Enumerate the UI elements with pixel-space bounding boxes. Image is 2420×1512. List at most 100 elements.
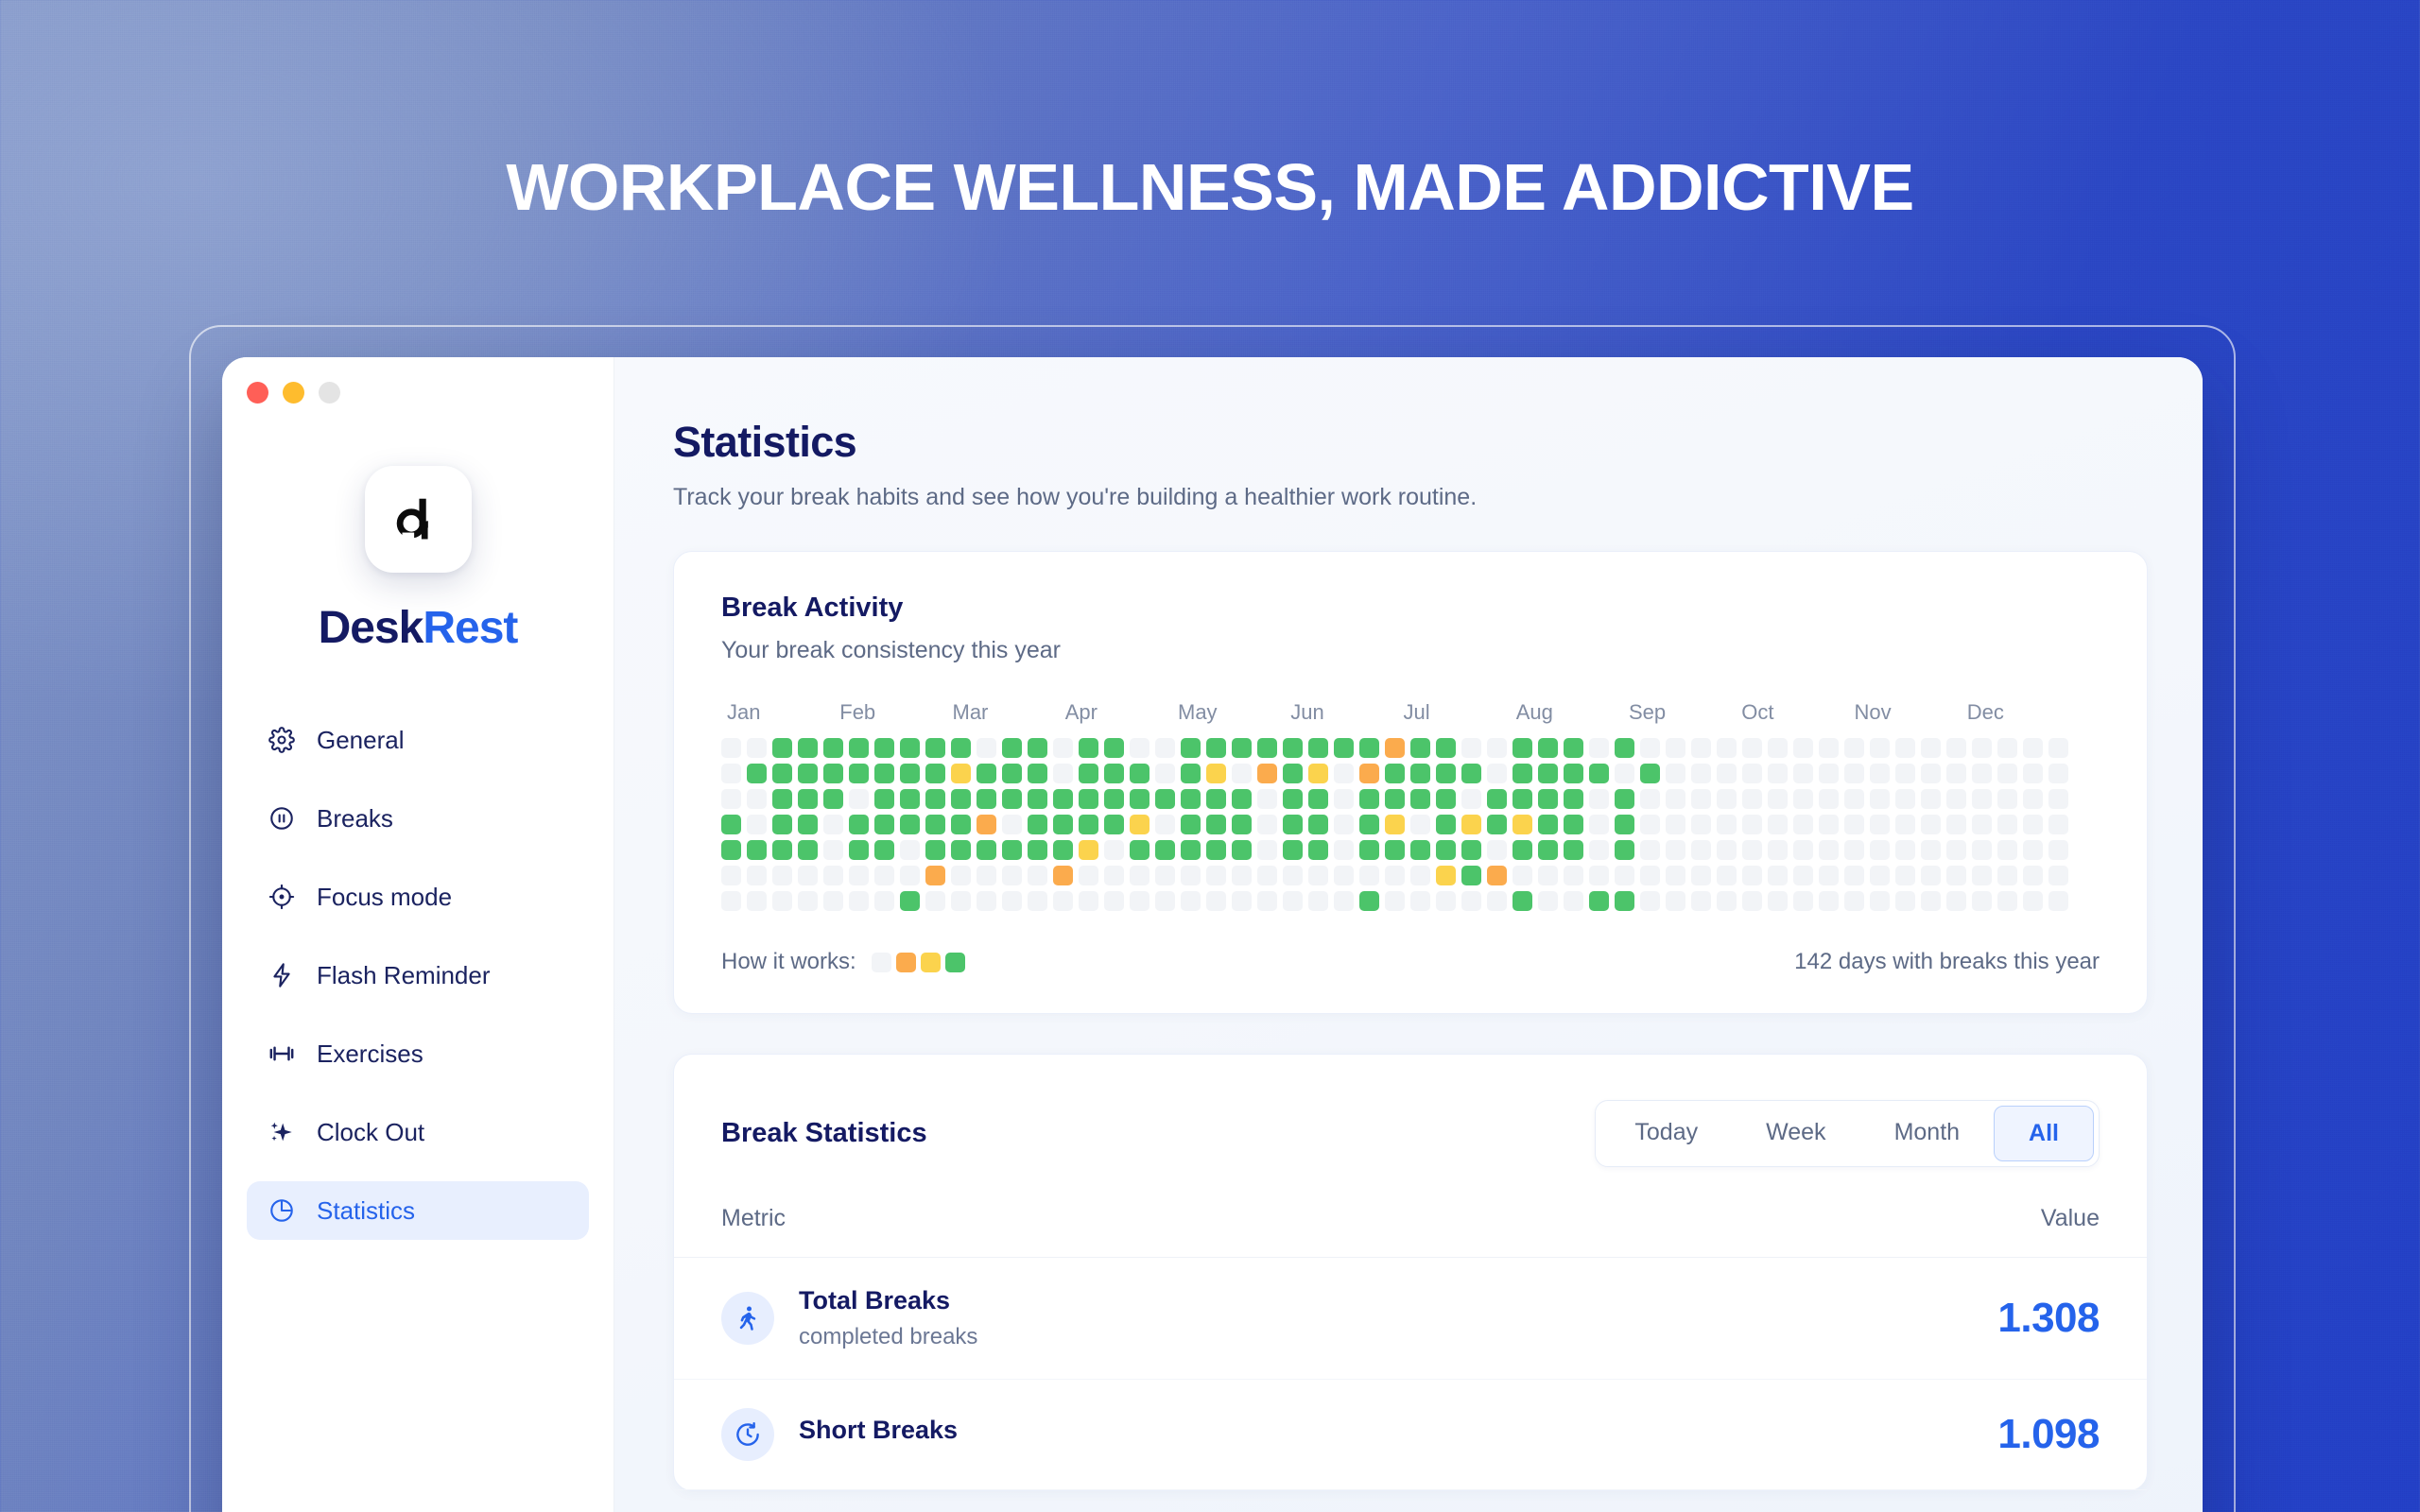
heatmap-cell[interactable] <box>1385 764 1405 783</box>
heatmap-cell[interactable] <box>1538 764 1558 783</box>
heatmap-cell[interactable] <box>1972 840 1992 860</box>
heatmap-cell[interactable] <box>1691 764 1711 783</box>
heatmap-cell[interactable] <box>1921 840 1941 860</box>
heatmap-cell[interactable] <box>874 738 894 758</box>
heatmap-cell[interactable] <box>1487 764 1507 783</box>
heatmap-cell[interactable] <box>1385 866 1405 885</box>
heatmap-cell[interactable] <box>1538 815 1558 834</box>
sidebar-item-focus-mode[interactable]: Focus mode <box>247 868 589 926</box>
heatmap-cell[interactable] <box>1104 738 1124 758</box>
heatmap-cell[interactable] <box>900 840 920 860</box>
heatmap-cell[interactable] <box>1640 840 1660 860</box>
tab-month[interactable]: Month <box>1893 1119 1961 1145</box>
heatmap-cell[interactable] <box>1232 866 1252 885</box>
heatmap-cell[interactable] <box>1666 815 1685 834</box>
heatmap-cell[interactable] <box>1436 840 1456 860</box>
heatmap-cell[interactable] <box>1385 891 1405 911</box>
heatmap-cell[interactable] <box>1768 866 1788 885</box>
heatmap-cell[interactable] <box>1487 866 1507 885</box>
heatmap-cell[interactable] <box>1512 815 1532 834</box>
heatmap-cell[interactable] <box>1359 866 1379 885</box>
heatmap-cell[interactable] <box>1666 891 1685 911</box>
heatmap-cell[interactable] <box>2023 840 2043 860</box>
heatmap-cell[interactable] <box>1181 815 1201 834</box>
heatmap-cell[interactable] <box>977 738 996 758</box>
heatmap-cell[interactable] <box>1946 815 1966 834</box>
heatmap-cell[interactable] <box>1257 866 1277 885</box>
heatmap-cell[interactable] <box>1997 866 2017 885</box>
heatmap-cell[interactable] <box>823 789 843 809</box>
heatmap-cell[interactable] <box>1155 840 1175 860</box>
heatmap-cell[interactable] <box>798 891 818 911</box>
heatmap-cell[interactable] <box>2048 866 2068 885</box>
heatmap-cell[interactable] <box>823 815 843 834</box>
heatmap-cell[interactable] <box>1564 764 1583 783</box>
heatmap-cell[interactable] <box>1334 764 1354 783</box>
heatmap-cell[interactable] <box>1895 738 1915 758</box>
heatmap-cell[interactable] <box>1410 891 1430 911</box>
heatmap-cell[interactable] <box>1359 738 1379 758</box>
heatmap-cell[interactable] <box>1640 891 1660 911</box>
heatmap-cell[interactable] <box>1997 840 2017 860</box>
heatmap-cell[interactable] <box>1666 866 1685 885</box>
heatmap-cell[interactable] <box>1232 789 1252 809</box>
heatmap-cell[interactable] <box>1130 891 1150 911</box>
heatmap-cell[interactable] <box>1691 789 1711 809</box>
heatmap-cell[interactable] <box>721 789 741 809</box>
heatmap-cell[interactable] <box>1436 891 1456 911</box>
heatmap-cell[interactable] <box>1487 891 1507 911</box>
heatmap-cell[interactable] <box>823 840 843 860</box>
heatmap-cell[interactable] <box>1308 815 1328 834</box>
heatmap-cell[interactable] <box>772 866 792 885</box>
heatmap-cell[interactable] <box>1410 840 1430 860</box>
heatmap-cell[interactable] <box>1666 789 1685 809</box>
heatmap-cell[interactable] <box>823 764 843 783</box>
heatmap-cell[interactable] <box>1768 840 1788 860</box>
heatmap-cell[interactable] <box>1283 815 1303 834</box>
heatmap-cell[interactable] <box>1232 764 1252 783</box>
heatmap-cell[interactable] <box>1768 764 1788 783</box>
heatmap-cell[interactable] <box>1104 789 1124 809</box>
heatmap-cell[interactable] <box>1640 866 1660 885</box>
tab-today[interactable]: Today <box>1634 1119 1699 1145</box>
heatmap-cell[interactable] <box>900 891 920 911</box>
heatmap-cell[interactable] <box>1079 764 1098 783</box>
heatmap-cell[interactable] <box>823 866 843 885</box>
heatmap-cell[interactable] <box>1436 789 1456 809</box>
heatmap-cell[interactable] <box>1717 738 1737 758</box>
heatmap-cell[interactable] <box>747 789 767 809</box>
heatmap-cell[interactable] <box>1640 789 1660 809</box>
heatmap-cell[interactable] <box>1232 815 1252 834</box>
heatmap-cell[interactable] <box>900 789 920 809</box>
heatmap-cell[interactable] <box>798 815 818 834</box>
heatmap-cell[interactable] <box>900 815 920 834</box>
heatmap-cell[interactable] <box>1895 891 1915 911</box>
heatmap-cell[interactable] <box>900 738 920 758</box>
heatmap-cell[interactable] <box>1104 891 1124 911</box>
heatmap-cell[interactable] <box>2023 866 2043 885</box>
heatmap-cell[interactable] <box>1946 840 1966 860</box>
heatmap-cell[interactable] <box>1742 815 1762 834</box>
heatmap-cell[interactable] <box>1130 840 1150 860</box>
heatmap-cell[interactable] <box>1921 815 1941 834</box>
heatmap-cell[interactable] <box>1308 866 1328 885</box>
heatmap-cell[interactable] <box>772 764 792 783</box>
heatmap-cell[interactable] <box>951 764 971 783</box>
heatmap-cell[interactable] <box>1206 764 1226 783</box>
heatmap-cell[interactable] <box>1844 891 1864 911</box>
heatmap-cell[interactable] <box>1079 840 1098 860</box>
heatmap-cell[interactable] <box>772 789 792 809</box>
heatmap-cell[interactable] <box>1487 789 1507 809</box>
heatmap-cell[interactable] <box>1385 789 1405 809</box>
heatmap-cell[interactable] <box>1385 738 1405 758</box>
heatmap-cell[interactable] <box>1512 840 1532 860</box>
heatmap-cell[interactable] <box>1436 738 1456 758</box>
heatmap-cell[interactable] <box>1793 738 1813 758</box>
heatmap-cell[interactable] <box>1895 815 1915 834</box>
heatmap-cell[interactable] <box>1002 789 1022 809</box>
heatmap-cell[interactable] <box>1717 815 1737 834</box>
heatmap-cell[interactable] <box>1564 866 1583 885</box>
heatmap-cell[interactable] <box>1308 789 1328 809</box>
heatmap-cell[interactable] <box>1564 840 1583 860</box>
heatmap-cell[interactable] <box>1283 764 1303 783</box>
